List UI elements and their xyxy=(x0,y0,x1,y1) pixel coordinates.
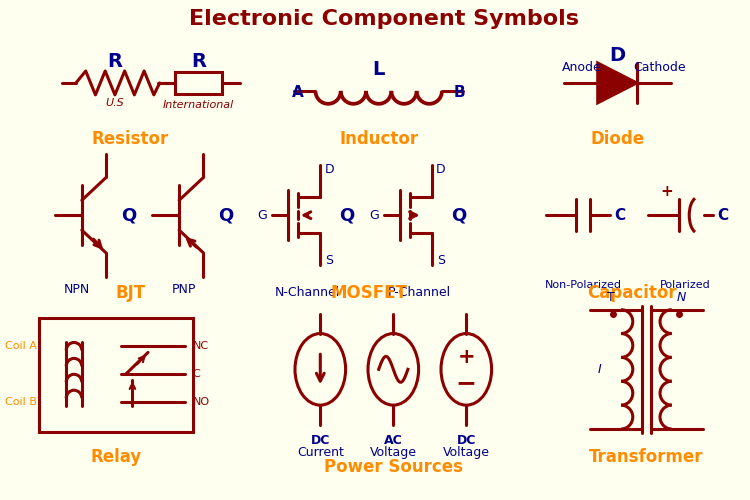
Text: NPN: NPN xyxy=(64,284,90,296)
Text: NO: NO xyxy=(193,397,210,407)
Text: AC: AC xyxy=(384,434,403,448)
Text: Resistor: Resistor xyxy=(92,130,169,148)
Text: Electronic Component Symbols: Electronic Component Symbols xyxy=(188,10,578,29)
Text: +: + xyxy=(661,184,674,199)
Text: B: B xyxy=(454,86,465,100)
Text: P-Channel: P-Channel xyxy=(388,286,452,300)
Text: N: N xyxy=(676,291,686,304)
Text: Current: Current xyxy=(297,446,344,460)
Text: Anode: Anode xyxy=(562,60,602,74)
Text: MOSFET: MOSFET xyxy=(331,284,407,302)
Text: Capacitor: Capacitor xyxy=(587,284,676,302)
Text: Polarized: Polarized xyxy=(660,280,711,290)
Text: Relay: Relay xyxy=(90,448,142,466)
Text: BJT: BJT xyxy=(116,284,146,302)
Text: −: − xyxy=(456,372,477,396)
Text: R: R xyxy=(191,52,206,70)
Text: Inductor: Inductor xyxy=(339,130,418,148)
Text: D: D xyxy=(436,163,445,176)
Text: A: A xyxy=(292,86,304,100)
Text: International: International xyxy=(163,100,234,110)
Text: R: R xyxy=(107,52,122,70)
Text: S: S xyxy=(325,254,333,268)
Bar xyxy=(39,318,193,432)
Text: C: C xyxy=(193,370,200,380)
Text: G: G xyxy=(257,208,267,222)
Text: T: T xyxy=(608,291,615,304)
Bar xyxy=(176,72,222,94)
Text: Q: Q xyxy=(218,206,233,224)
Text: C: C xyxy=(614,208,626,222)
Text: Non-Polarized: Non-Polarized xyxy=(544,280,622,290)
Text: Cathode: Cathode xyxy=(634,60,686,74)
Text: C: C xyxy=(717,208,728,222)
Text: Coil B: Coil B xyxy=(5,397,37,407)
Text: DC: DC xyxy=(310,434,330,448)
Text: Transformer: Transformer xyxy=(590,448,703,466)
Text: Q: Q xyxy=(339,206,354,224)
Text: G: G xyxy=(369,208,379,222)
Text: Q: Q xyxy=(121,206,136,224)
Text: PNP: PNP xyxy=(172,284,196,296)
Polygon shape xyxy=(598,63,637,103)
Text: +: + xyxy=(458,348,476,368)
Text: Voltage: Voltage xyxy=(442,446,490,460)
Text: NC: NC xyxy=(193,342,209,351)
Text: Power Sources: Power Sources xyxy=(324,458,463,476)
Text: I: I xyxy=(598,363,602,376)
Text: L: L xyxy=(373,60,385,78)
Text: U.S: U.S xyxy=(106,98,124,108)
Text: D: D xyxy=(609,46,625,64)
Text: DC: DC xyxy=(457,434,476,448)
Text: N-Channel: N-Channel xyxy=(275,286,340,300)
Text: Q: Q xyxy=(451,206,466,224)
Text: Diode: Diode xyxy=(590,130,644,148)
Text: D: D xyxy=(324,163,334,176)
Text: Coil A: Coil A xyxy=(5,342,37,351)
Text: Voltage: Voltage xyxy=(370,446,417,460)
Text: S: S xyxy=(437,254,445,268)
